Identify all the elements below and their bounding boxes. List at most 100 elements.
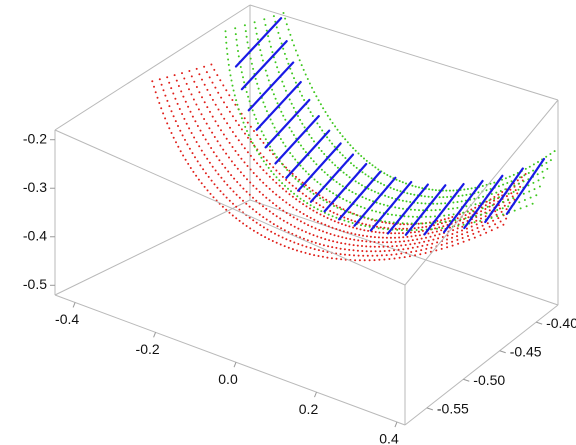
curve-point (398, 256, 401, 259)
curve-point (235, 193, 238, 196)
curve-point (446, 234, 449, 237)
curve-point (373, 236, 376, 239)
curve-point (318, 204, 321, 207)
curve-point (227, 58, 230, 61)
curve-point (322, 206, 325, 209)
curve-point (479, 202, 482, 205)
x-tick-mark (72, 302, 76, 308)
curve-point (287, 28, 290, 31)
curve-point (480, 213, 483, 216)
curve-point (532, 169, 535, 172)
curve-point (357, 254, 360, 257)
curve-point (262, 160, 265, 163)
curve-point (166, 99, 169, 102)
curve-point (290, 130, 293, 133)
curve-point (282, 114, 285, 117)
curve-point (427, 239, 430, 242)
curve-point (343, 248, 346, 251)
curve-point (398, 180, 401, 182)
curve-point (312, 160, 315, 163)
curve-point (452, 213, 455, 216)
curve-point (420, 202, 423, 205)
curve-point (361, 196, 364, 199)
curve-point (178, 108, 181, 110)
curve-point (498, 196, 500, 199)
curve-point (386, 245, 389, 248)
curve-point (298, 200, 301, 203)
curve-point (284, 184, 286, 187)
curve-point (299, 118, 302, 121)
curve-point (270, 230, 273, 233)
curve-point (267, 238, 270, 241)
curve-point (331, 215, 334, 218)
curve-point (451, 216, 454, 218)
curve-point (276, 66, 279, 69)
curve-point (344, 253, 346, 256)
curve-point (294, 158, 297, 161)
curve-point (229, 74, 232, 77)
box-edge (249, 4, 559, 101)
curve-point (200, 149, 203, 152)
curve-point (433, 224, 435, 227)
curve-point (323, 215, 325, 218)
curve-point (262, 155, 265, 158)
curve-point (308, 82, 311, 85)
curve-point (475, 219, 478, 222)
curve-point (356, 244, 359, 247)
curve-point (245, 35, 248, 38)
curve-point (299, 164, 302, 167)
curve-point (228, 110, 231, 113)
curve-point (474, 203, 477, 206)
curve-point (249, 138, 252, 141)
curve-point (299, 197, 302, 200)
curve-point (440, 219, 443, 222)
curve-point (490, 193, 493, 195)
curve-point (206, 189, 209, 192)
curve-point (375, 201, 378, 204)
curve-point (302, 237, 305, 240)
curve-point (497, 185, 500, 188)
curve-point (311, 189, 314, 192)
curve-point (215, 155, 218, 158)
curve-point (376, 225, 378, 228)
curve-point (419, 253, 422, 256)
curve-point (293, 241, 296, 244)
curve-point (291, 248, 294, 251)
curve-point (256, 82, 259, 85)
normal-segment (484, 167, 524, 224)
curve-point (365, 159, 368, 162)
curve-point (280, 227, 283, 230)
y-tick-mark (535, 321, 543, 325)
curve-point (368, 162, 371, 165)
curve-point (262, 169, 265, 172)
curve-point (465, 227, 468, 230)
curve-point (284, 89, 287, 92)
curve-point (376, 254, 379, 257)
curve-point (302, 147, 305, 150)
curve-point (235, 38, 238, 41)
curve-point (431, 188, 434, 191)
curve-point (463, 188, 466, 191)
curve-point (341, 223, 343, 225)
curve-point (437, 237, 440, 240)
curve-point (329, 210, 332, 212)
curve-point (409, 231, 412, 234)
curve-point (440, 229, 443, 232)
curve-point (232, 190, 235, 193)
curve-point (518, 201, 521, 204)
curve-point (230, 174, 233, 177)
curve-point (335, 246, 338, 249)
curve-point (323, 153, 326, 155)
curve-point (346, 231, 349, 234)
curve-point (369, 240, 372, 243)
curve-point (414, 185, 417, 188)
curve-point (340, 208, 343, 211)
curve-point (222, 133, 225, 136)
curve-point (226, 183, 229, 186)
curve-point (234, 27, 237, 30)
curve-point (436, 223, 439, 226)
curve-point (285, 212, 288, 214)
curve-point (248, 193, 251, 196)
curve-point (288, 181, 291, 184)
curve-point (248, 216, 251, 219)
